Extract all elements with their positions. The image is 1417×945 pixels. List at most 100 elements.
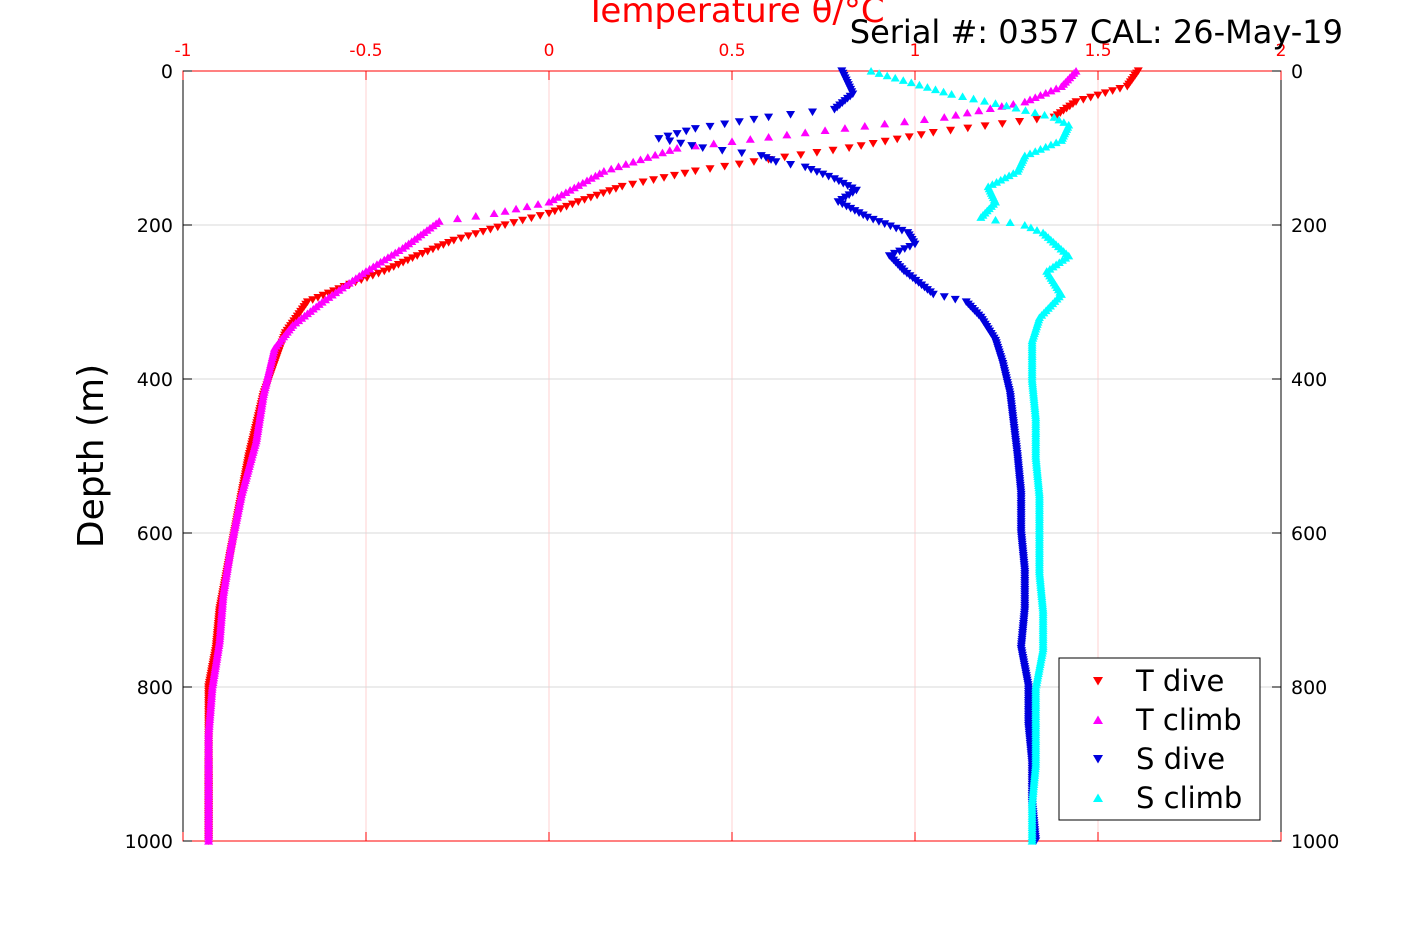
data-point [922,83,932,91]
y-tick-label-right: 200 [1291,215,1327,237]
data-point [643,153,653,161]
data-point [991,215,1001,224]
data-point [880,119,890,128]
data-point [628,157,638,166]
data-point [636,155,645,164]
data-point [800,128,810,137]
data-point [621,160,631,168]
data-point [586,193,596,202]
data-point [681,127,691,136]
data-point [928,290,938,299]
data-point [403,256,413,265]
data-point [1011,103,1021,112]
legend-marker [1093,677,1103,686]
data-point [606,164,616,173]
data-point [690,167,700,176]
data-point [766,156,776,164]
x-tick-label: 0 [544,41,555,61]
data-point [898,76,908,84]
data-point [764,132,774,141]
data-point [1020,220,1030,229]
legend-marker [1093,755,1103,764]
data-point [1093,91,1103,100]
legend-label: S dive [1136,742,1225,776]
data-point [617,182,627,191]
data-point [669,171,679,180]
data-point [969,94,979,103]
data-point [1030,108,1040,117]
data-point [1049,113,1059,121]
serial-cal-label: Serial #: 0357 CAL: 26-May-19 [850,13,1343,51]
data-point [833,198,843,206]
data-point [848,189,858,197]
y-tick-label-left: 400 [137,369,173,391]
data-point [1025,149,1035,158]
data-point [906,78,916,87]
data-point [1046,140,1056,149]
data-point [705,165,715,173]
data-point [308,296,318,304]
x-tick-label: -1 [175,41,192,61]
data-point [698,144,708,153]
x-tick-label: 2 [1276,41,1287,61]
data-point [318,291,328,300]
data-point [856,142,866,150]
data-point [680,169,690,178]
data-point [408,254,418,263]
data-point [800,163,810,172]
data-point [991,99,1001,107]
data-point [818,170,828,179]
data-point [533,200,543,208]
data-point [874,69,884,77]
data-point [389,263,399,271]
data-point [657,148,667,157]
data-point [1021,106,1031,114]
data-point [573,198,583,206]
data-point [939,113,949,121]
data-point [398,258,408,267]
data-point [840,193,850,202]
data-point [834,177,844,186]
data-point [786,160,796,169]
data-point [997,120,1007,128]
data-point [916,131,926,139]
data-point [493,223,503,232]
data-point [1026,223,1036,232]
data-point [734,160,744,169]
data-point [412,252,422,260]
data-point [544,209,554,218]
data-point [829,175,839,183]
data-point [526,214,536,223]
y-tick-label-left: 600 [137,523,173,545]
data-point [890,249,900,258]
data-point [846,204,856,213]
data-point [880,137,890,146]
data-point [808,108,818,117]
data-point [904,133,914,142]
data-point [471,230,481,238]
data-point [838,179,848,188]
data-point [1015,118,1025,126]
data-point [951,110,961,119]
data-point [837,195,847,204]
legend-label: T dive [1135,664,1224,698]
data-point [580,196,590,204]
data-point [761,154,771,162]
data-point [946,126,956,135]
data-point [796,151,806,159]
data-point [844,191,854,200]
data-point [1032,115,1042,124]
data-point [204,836,214,845]
data-point [518,216,528,225]
data-point [1051,138,1061,147]
data-point [891,224,901,233]
data-point [665,137,675,146]
data-point [649,176,659,184]
data-point [592,191,602,200]
y-tick-label-left: 1000 [125,831,173,853]
y-tick-label-right: 600 [1291,523,1327,545]
data-point [727,137,737,145]
data-point [919,115,929,123]
data-point [1041,142,1051,151]
legend-label: T climb [1135,703,1242,737]
